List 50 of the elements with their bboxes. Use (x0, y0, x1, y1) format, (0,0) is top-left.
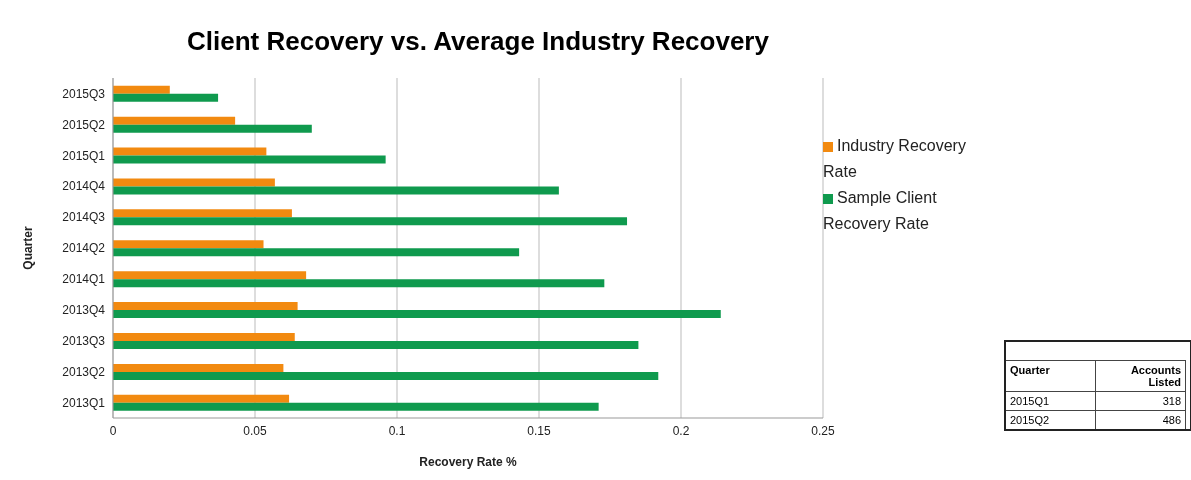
bar (113, 248, 520, 257)
x-tick-label: 0 (109, 423, 117, 438)
bar (113, 85, 170, 94)
x-tick-label: 0.2 (672, 423, 690, 438)
bar (113, 217, 628, 226)
x-tick-label: 0.15 (527, 423, 551, 438)
bar (113, 186, 559, 195)
text: Quarter (1006, 360, 1096, 391)
y-tick-label: 2013Q4 (62, 303, 106, 318)
bar (113, 178, 275, 187)
bar (113, 271, 307, 280)
text: 318 (1096, 391, 1186, 410)
bar (113, 279, 605, 288)
bar (113, 302, 298, 311)
chart-title: Client Recovery vs. Average Industry Recovery (186, 26, 770, 57)
y-tick-label: 2015Q2 (62, 117, 106, 132)
bar (113, 93, 219, 102)
bar (113, 363, 284, 372)
y-tick-label: 2014Q3 (62, 210, 106, 225)
bar (113, 147, 267, 156)
x-tick-label: 0.1 (388, 423, 406, 438)
x-axis-title: Recovery Rate % (419, 455, 518, 469)
bar (113, 124, 312, 133)
bar (113, 240, 264, 249)
y-tick-label: 2013Q3 (62, 333, 106, 348)
y-tick-label: 2014Q1 (62, 272, 106, 287)
x-tick-label: 0.25 (811, 423, 835, 438)
y-axis-title: Quarter (21, 226, 36, 270)
bar (113, 341, 639, 349)
bar (113, 394, 290, 403)
bar (113, 402, 599, 411)
bar (113, 116, 236, 125)
y-tick-label: 2014Q2 (62, 241, 106, 256)
y-tick-label: 2013Q1 (62, 395, 106, 410)
legend-label: Sample Client Recovery Rate (823, 189, 937, 232)
text: 2015Q2 (1006, 410, 1096, 429)
y-tick-label: 2014Q4 (62, 179, 106, 194)
legend-label: Industry Recovery Rate (823, 137, 966, 180)
text: Accounts Listed (1096, 360, 1186, 391)
bar (113, 310, 721, 319)
bar (113, 333, 295, 341)
bar (113, 371, 659, 380)
text: 486 (1096, 410, 1186, 429)
y-tick-label: 2013Q2 (62, 364, 106, 379)
text: 2015Q1 (1006, 391, 1096, 410)
bar (113, 209, 292, 218)
y-tick-label: 2015Q3 (62, 86, 106, 101)
x-tick-label: 0.05 (243, 423, 267, 438)
bar (113, 155, 386, 164)
y-tick-label: 2015Q1 (62, 148, 106, 163)
